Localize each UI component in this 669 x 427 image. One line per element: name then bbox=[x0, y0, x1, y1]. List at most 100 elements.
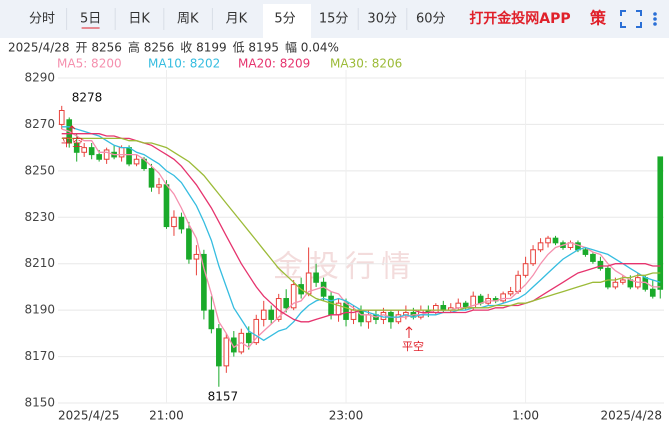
signal-arrow bbox=[68, 125, 76, 134]
candle-body bbox=[358, 309, 364, 323]
candle-body bbox=[223, 337, 230, 367]
candle-body bbox=[657, 156, 664, 290]
candle-body bbox=[313, 272, 319, 283]
candle-body bbox=[96, 154, 102, 160]
candle-body bbox=[275, 298, 282, 320]
tab[interactable]: 分时 bbox=[29, 12, 55, 27]
candle-body bbox=[432, 305, 439, 313]
y-tick-label: 8150 bbox=[24, 396, 55, 410]
y-tick-label: 8290 bbox=[24, 71, 55, 85]
candle-body bbox=[230, 337, 237, 353]
candle-body bbox=[208, 309, 215, 330]
y-tick-label: 8270 bbox=[24, 117, 55, 131]
expand-icon[interactable] bbox=[620, 10, 642, 28]
candle-body bbox=[395, 314, 402, 323]
tab[interactable]: 5分 bbox=[274, 12, 295, 27]
signal-label: 平空 bbox=[402, 339, 424, 353]
candle-body bbox=[612, 281, 619, 288]
high-label: 8278 bbox=[72, 90, 103, 104]
ma-line bbox=[61, 133, 661, 323]
candle-body bbox=[133, 158, 140, 165]
candle-body bbox=[545, 237, 551, 244]
legend-entry: MA30: 8206 bbox=[330, 57, 402, 71]
candle-body bbox=[320, 281, 327, 297]
y-tick-label: 8170 bbox=[24, 349, 55, 363]
x-tick-label: 21:00 bbox=[149, 409, 184, 423]
candle-body bbox=[171, 216, 177, 228]
x-tick-label: 2025/4/25 bbox=[58, 409, 120, 423]
candle-body bbox=[148, 168, 155, 188]
candle-body bbox=[216, 328, 222, 367]
candle-body bbox=[597, 260, 604, 269]
candle-body bbox=[649, 288, 656, 297]
signal-label: 平空 bbox=[61, 135, 83, 149]
candle-body bbox=[515, 274, 521, 293]
candle-body bbox=[537, 242, 544, 251]
candle-body bbox=[440, 305, 447, 311]
tab[interactable]: 60分 bbox=[416, 12, 446, 27]
candle-body bbox=[253, 318, 260, 344]
legend-entry: MA20: 8209 bbox=[238, 57, 310, 71]
x-tick-label: 23:00 bbox=[329, 409, 364, 423]
tab[interactable]: 月K bbox=[226, 12, 248, 27]
candle-body bbox=[81, 147, 88, 153]
candle-body bbox=[283, 298, 290, 309]
candle-body bbox=[73, 142, 80, 153]
candle-body bbox=[58, 110, 65, 125]
y-tick-label: 8210 bbox=[24, 256, 55, 270]
candle-body bbox=[455, 302, 462, 309]
selected-tab-bg bbox=[263, 4, 311, 38]
tab[interactable]: 周K bbox=[177, 12, 199, 27]
candle-body bbox=[343, 302, 349, 320]
tab[interactable]: 30分 bbox=[367, 12, 397, 27]
tab[interactable]: 5日 bbox=[80, 12, 101, 27]
app-link[interactable]: 打开金投网APP bbox=[469, 10, 570, 27]
candle-body bbox=[268, 309, 275, 320]
strategy-icon[interactable]: 策 bbox=[589, 9, 607, 28]
candle-body bbox=[245, 332, 252, 344]
more-icon[interactable] bbox=[653, 12, 657, 26]
info-item: 开 8256 bbox=[76, 41, 122, 55]
info-item: 高 8256 bbox=[128, 40, 174, 55]
tab[interactable]: 15分 bbox=[319, 12, 349, 27]
info-item: 幅 0.04% bbox=[285, 40, 339, 55]
candle-body bbox=[88, 147, 95, 156]
info-item: 收 8199 bbox=[180, 41, 226, 55]
candle-body bbox=[582, 249, 589, 255]
candle-body bbox=[156, 184, 162, 188]
candle-body bbox=[620, 279, 626, 283]
tab[interactable]: 日K bbox=[128, 12, 150, 27]
legend-entry: MA10: 8202 bbox=[148, 57, 220, 71]
candle-body bbox=[530, 249, 536, 265]
tab-bar bbox=[0, 0, 669, 38]
candle-body bbox=[605, 267, 611, 288]
y-tick-label: 8230 bbox=[24, 210, 55, 224]
candle-body bbox=[178, 216, 185, 230]
legend-entry: MA5: 8200 bbox=[57, 57, 122, 71]
candle-body bbox=[418, 309, 424, 318]
candle-body bbox=[260, 309, 267, 320]
candle-body bbox=[328, 295, 334, 316]
candle-body bbox=[193, 253, 200, 260]
info-item: 2025/4/28 bbox=[8, 41, 70, 55]
candle-body bbox=[103, 149, 110, 160]
candle-body bbox=[290, 284, 297, 309]
watermark: 金投行情 bbox=[273, 250, 417, 285]
signal-arrow bbox=[405, 326, 413, 338]
candle-body bbox=[126, 147, 132, 165]
x-tick-label: 2025/4/28 bbox=[600, 409, 662, 423]
candle-body bbox=[500, 293, 506, 302]
candle-body bbox=[590, 253, 596, 262]
candle-body bbox=[552, 237, 559, 244]
candle-body bbox=[163, 184, 170, 228]
candle-body bbox=[507, 291, 514, 295]
ma-line bbox=[61, 137, 661, 311]
info-item: 低 8195 bbox=[233, 41, 279, 55]
y-tick-label: 8250 bbox=[24, 163, 55, 177]
x-tick-label: 1:00 bbox=[512, 409, 539, 423]
ma-line bbox=[61, 128, 661, 349]
candle-body bbox=[201, 253, 207, 311]
y-tick-label: 8190 bbox=[24, 303, 55, 317]
